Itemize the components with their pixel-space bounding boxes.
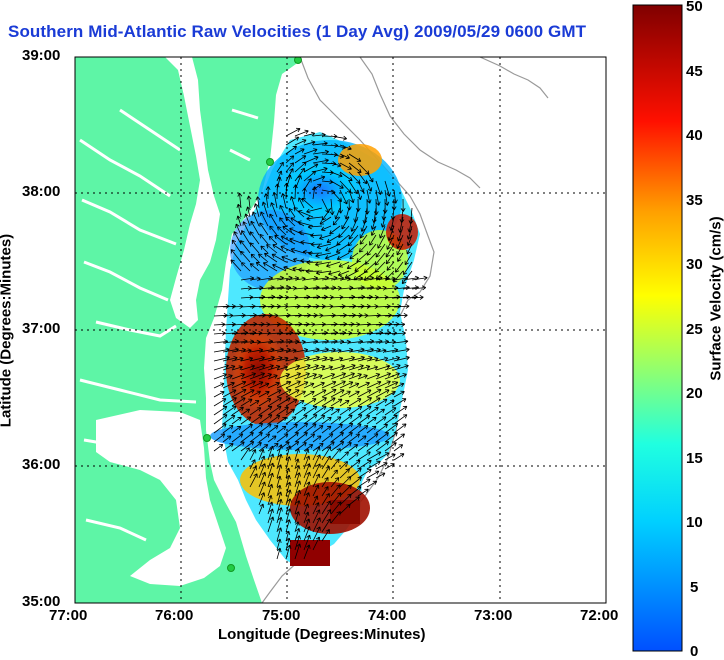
colorbar-tick: 45 — [686, 63, 703, 80]
x-tick-label: 75:00 — [262, 607, 300, 624]
y-tick-label: 37:00 — [22, 320, 60, 337]
colorbar-tick: 10 — [686, 514, 703, 531]
colorbar-tick: 25 — [686, 321, 703, 338]
y-tick-label: 38:00 — [22, 183, 60, 200]
y-tick-label: 39:00 — [22, 47, 60, 64]
colorbar-label: Surface Velocity (cm/s) — [708, 199, 724, 399]
colorbar-tick: 5 — [690, 579, 698, 596]
y-axis-label: Latitude (Degrees:Minutes) — [0, 231, 15, 431]
colorbar-tick: 35 — [686, 192, 703, 209]
x-tick-label: 73:00 — [474, 607, 512, 624]
colorbar-tick: 50 — [686, 0, 703, 15]
colorbar-tick: 40 — [686, 127, 703, 144]
x-tick-label: 72:00 — [580, 607, 618, 624]
x-tick-label: 76:00 — [155, 607, 193, 624]
colorbar-tick: 0 — [690, 643, 698, 660]
colorbar — [633, 5, 682, 651]
colorbar-tick: 20 — [686, 385, 703, 402]
x-tick-label: 74:00 — [368, 607, 406, 624]
colorbar-tick: 30 — [686, 256, 703, 273]
x-axis-label: Longitude (Degrees:Minutes) — [218, 626, 426, 643]
y-tick-label: 35:00 — [22, 593, 60, 610]
colorbar-tick: 15 — [686, 450, 703, 467]
y-tick-label: 36:00 — [22, 456, 60, 473]
